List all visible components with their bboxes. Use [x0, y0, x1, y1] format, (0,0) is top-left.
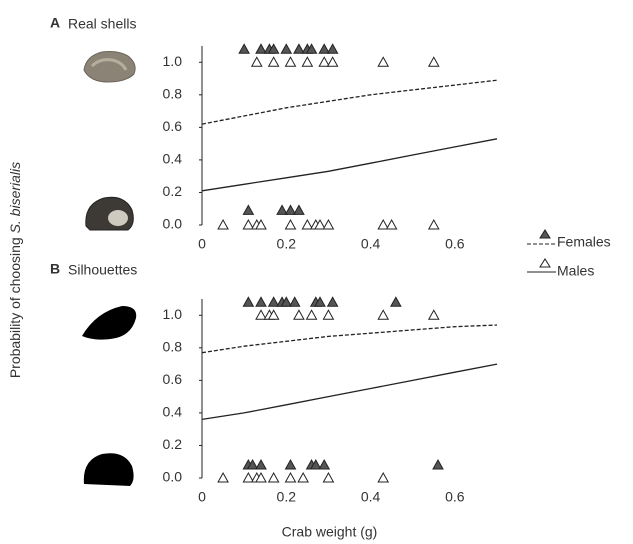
- male-point: [323, 310, 333, 319]
- female-point: [286, 460, 296, 469]
- male-point: [378, 473, 388, 482]
- shell-aperture: [108, 210, 128, 226]
- male-point: [378, 57, 388, 66]
- female-point: [239, 44, 249, 53]
- panel-letter: B: [50, 261, 60, 277]
- fit-line: [202, 364, 497, 419]
- male-point: [286, 220, 296, 229]
- x-tick-label: 0: [198, 489, 206, 505]
- male-point: [269, 57, 279, 66]
- female-point: [277, 205, 287, 214]
- y-axis-title-italic: S. biserialis: [7, 162, 23, 234]
- silhouette: [82, 306, 136, 340]
- y-tick-label: 0.4: [163, 404, 183, 420]
- x-tick-label: 0.4: [361, 489, 381, 505]
- y-tick-label: 0.0: [163, 469, 183, 485]
- y-tick-label: 1.0: [163, 306, 183, 322]
- panel: B Silhouettes 0.0 0.2 0.4 0.6 0.8 1.0 0 0.2 0.4 0.6…: [50, 261, 497, 540]
- male-point: [286, 57, 296, 66]
- female-point: [286, 205, 296, 214]
- shell-photo: [84, 52, 135, 83]
- male-point: [323, 473, 333, 482]
- legend-marker: [540, 259, 550, 267]
- y-tick-label: 0.8: [163, 339, 183, 355]
- x-axis-title: Crab weight (g): [282, 524, 378, 540]
- female-point: [328, 44, 338, 53]
- x-tick-label: 0.6: [445, 489, 465, 505]
- male-point: [218, 473, 228, 482]
- y-tick-label: 0.6: [163, 118, 183, 134]
- fit-line: [202, 325, 497, 353]
- y-tick-label: 1.0: [163, 53, 183, 69]
- female-point: [256, 297, 266, 306]
- panel-title: Silhouettes: [68, 262, 137, 278]
- female-point: [328, 297, 338, 306]
- fit-line: [202, 80, 497, 124]
- x-tick-label: 0: [198, 236, 206, 252]
- male-point: [429, 310, 439, 319]
- male-point: [243, 220, 253, 229]
- y-tick-label: 0.4: [163, 151, 183, 167]
- male-point: [387, 220, 397, 229]
- male-point: [378, 220, 388, 229]
- female-point: [243, 205, 253, 214]
- y-tick-label: 0.8: [163, 86, 183, 102]
- female-point: [269, 297, 279, 306]
- silhouette: [84, 453, 134, 486]
- y-tick-label: 0.2: [163, 183, 183, 199]
- female-point: [319, 44, 329, 53]
- male-point: [243, 473, 253, 482]
- fit-line: [202, 139, 497, 191]
- male-point: [218, 220, 228, 229]
- x-tick-label: 0.2: [277, 236, 297, 252]
- panel-title: Real shells: [68, 16, 136, 32]
- legend: Females Males: [527, 230, 611, 279]
- male-point: [298, 473, 308, 482]
- male-point: [256, 310, 266, 319]
- figure: Probability of choosing S. biserialis Fe…: [0, 0, 633, 544]
- male-point: [319, 57, 329, 66]
- male-point: [294, 310, 304, 319]
- male-point: [269, 473, 279, 482]
- male-point: [252, 57, 262, 66]
- female-point: [281, 44, 291, 53]
- male-point: [378, 310, 388, 319]
- female-point: [433, 460, 443, 469]
- y-axis-title: Probability of choosing S. biserialis: [7, 162, 23, 378]
- male-point: [307, 310, 317, 319]
- female-point: [256, 44, 266, 53]
- legend-marker: [540, 230, 550, 238]
- x-tick-label: 0.4: [361, 236, 381, 252]
- female-point: [243, 297, 253, 306]
- female-point: [294, 205, 304, 214]
- y-tick-label: 0.2: [163, 436, 183, 452]
- y-axis-title-text: Probability of choosing: [7, 233, 23, 378]
- male-point: [302, 57, 312, 66]
- female-point: [290, 297, 300, 306]
- y-tick-label: 0.0: [163, 216, 183, 232]
- female-point: [391, 297, 401, 306]
- male-point: [429, 220, 439, 229]
- male-point: [328, 57, 338, 66]
- x-tick-label: 0.6: [445, 236, 465, 252]
- male-point: [323, 220, 333, 229]
- female-point: [294, 44, 304, 53]
- female-point: [256, 460, 266, 469]
- legend-label: Males: [557, 263, 594, 279]
- female-point: [319, 460, 329, 469]
- y-tick-label: 0.6: [163, 371, 183, 387]
- male-point: [429, 57, 439, 66]
- legend-label: Females: [557, 234, 611, 250]
- male-point: [302, 220, 312, 229]
- panel-letter: A: [50, 15, 60, 31]
- male-point: [286, 473, 296, 482]
- x-tick-label: 0.2: [277, 489, 297, 505]
